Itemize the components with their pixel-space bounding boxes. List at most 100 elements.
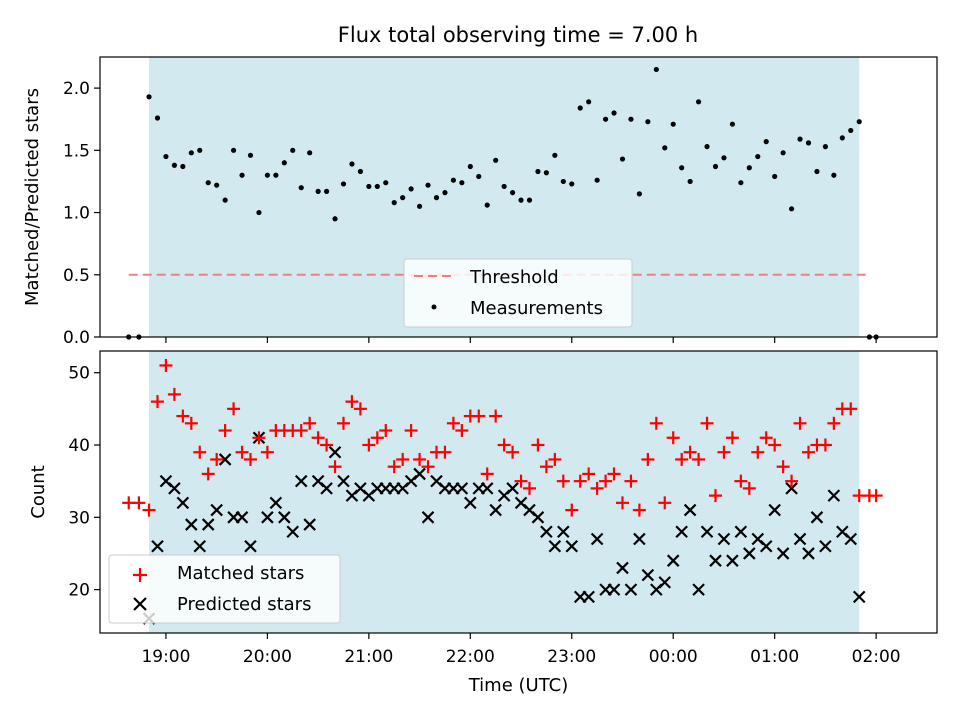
measurement-point [636, 191, 643, 197]
measurement-point [628, 116, 634, 122]
predicted-star-point [827, 489, 841, 502]
bottom-axes-frame [99, 350, 938, 634]
matched-star-point [565, 503, 579, 517]
matched-star-point [210, 452, 224, 466]
matched-star-point [700, 416, 714, 430]
measurement-point [391, 200, 397, 206]
matched-star-point [480, 467, 494, 481]
measurement-point [509, 190, 516, 196]
measurement-point [645, 119, 651, 125]
matched-star-point [396, 452, 410, 466]
measurement-point [214, 182, 220, 188]
top-legend-box [403, 258, 633, 328]
measurement-point [180, 163, 186, 170]
top-x-ticks [165, 337, 877, 343]
matched-star-point [446, 416, 460, 430]
top-panel: 0.0 0.5 1.0 1.5 2.0 Matched/Predicted stars [22, 56, 938, 348]
bottom-legend-box [108, 554, 341, 624]
legend-measurements-label: Measurements [470, 298, 603, 319]
matched-star-point [193, 445, 207, 459]
matched-star-point [320, 438, 334, 452]
predicted-star-point [464, 496, 477, 510]
predicted-star-point [286, 525, 300, 539]
matched-star-point [370, 431, 384, 445]
matched-star-point [801, 445, 815, 459]
matched-star-point [582, 467, 596, 481]
bottom-y-tick-label: 50 [68, 364, 90, 384]
bottom-y-axis-label: Count [28, 465, 49, 518]
measurement-point [721, 155, 727, 161]
x-tick-label: 20:00 [243, 647, 292, 667]
matched-star-point [869, 489, 883, 503]
matched-star-point [590, 481, 604, 495]
matched-star-point [218, 424, 232, 438]
predicted-star-point [557, 525, 570, 539]
x-tick-label: 21:00 [344, 647, 393, 667]
predicted-star-point [278, 511, 291, 524]
measurement-point [264, 172, 270, 178]
predicted-star-point [810, 511, 824, 524]
matched-star-point [759, 431, 773, 445]
measurement-point [670, 121, 676, 127]
measurement-point [171, 162, 177, 168]
matched-star-point [506, 445, 520, 459]
matched-star-point [785, 474, 799, 488]
matched-star-point [176, 409, 190, 423]
bottom-y-ticks: 20 30 40 50 [68, 364, 100, 601]
matched-star-point [539, 460, 553, 474]
predicted-star-point [785, 482, 798, 495]
predicted-star-point [269, 496, 283, 510]
measurement-point [476, 173, 482, 180]
top-y-tick-label: 1.0 [63, 204, 90, 224]
measurement-point [856, 119, 862, 125]
predicted-star-point [692, 583, 705, 596]
top-y-tick-label: 0.0 [63, 328, 90, 348]
measurement-point [459, 180, 465, 186]
predicted-star-point [261, 511, 274, 524]
predicted-star-point [717, 532, 731, 546]
matched-star-point [607, 467, 621, 481]
measurement-point [357, 168, 363, 175]
matched-star-point [235, 445, 249, 459]
predicted-star-point [607, 583, 621, 596]
x-tick-label: 01:00 [750, 647, 799, 667]
measurement-point [349, 161, 355, 167]
predicted-star-point [726, 554, 739, 567]
predicted-star-point [852, 590, 866, 604]
matched-star-point [252, 431, 266, 445]
predicted-star-point [793, 532, 807, 546]
matched-star-point [514, 474, 528, 488]
measurement-point [256, 209, 262, 216]
top-legend: Threshold Measurements [403, 258, 633, 328]
measurement-point [323, 188, 330, 194]
matched-star-point [751, 445, 765, 459]
top-y-tick-label: 1.5 [63, 141, 90, 161]
measurement-point [383, 180, 389, 186]
top-y-tick-label: 2.0 [63, 79, 90, 99]
matched-star-point [827, 416, 841, 430]
measurement-point [484, 202, 490, 208]
measurement-point [416, 203, 423, 209]
predicted-star-point [303, 518, 316, 531]
top-y-ticks: 0.0 0.5 1.0 1.5 2.0 [63, 79, 100, 348]
matched-star-point [742, 481, 756, 495]
measurement-point [662, 145, 668, 151]
matched-star-point [328, 460, 342, 474]
legend-predicted-swatch [133, 597, 147, 611]
predicted-star-point [633, 532, 646, 546]
predicted-star-point [624, 583, 638, 596]
predicted-star-point [244, 539, 257, 553]
predicted-star-point [294, 474, 308, 488]
matched-star-point [167, 387, 181, 401]
measurement-point [493, 157, 499, 163]
predicted-star-point [413, 467, 426, 481]
measurement-point [467, 163, 473, 170]
predicted-star-point [168, 482, 181, 495]
measurement-point [788, 206, 795, 212]
bottom-x-ticks: 19:00 20:00 21:00 22:00 23:00 00:00 01:00 02:00 [141, 633, 901, 667]
matched-star-point [379, 424, 393, 438]
matched-star-point [649, 416, 663, 430]
predicted-star-point [176, 496, 190, 510]
matched-star-point [455, 424, 469, 438]
